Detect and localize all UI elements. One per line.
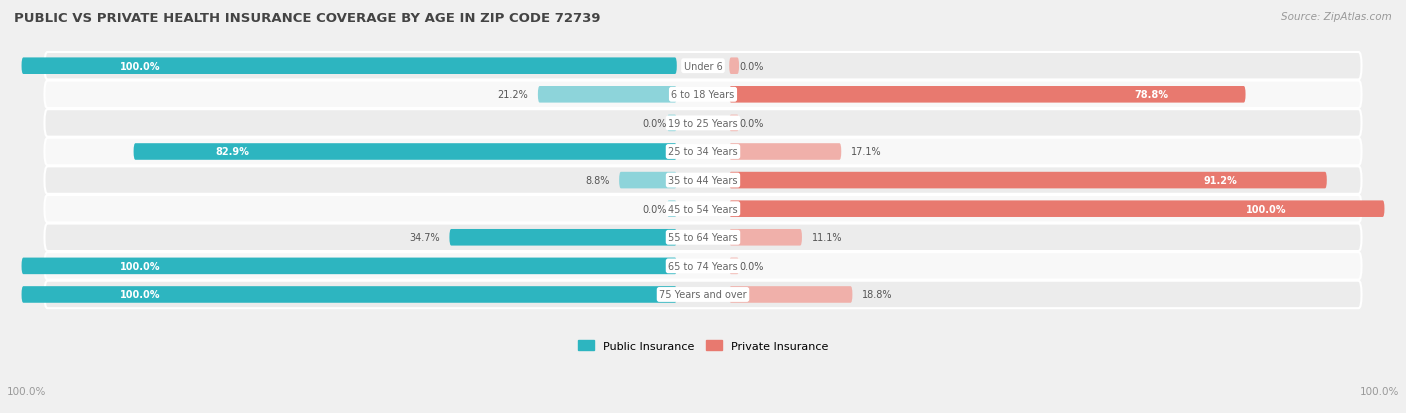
FancyBboxPatch shape (45, 53, 1361, 80)
FancyBboxPatch shape (21, 287, 676, 303)
FancyBboxPatch shape (45, 224, 1361, 252)
Text: 0.0%: 0.0% (643, 119, 666, 128)
Text: 25 to 34 Years: 25 to 34 Years (668, 147, 738, 157)
FancyBboxPatch shape (450, 230, 676, 246)
FancyBboxPatch shape (21, 58, 676, 75)
Text: 18.8%: 18.8% (862, 290, 893, 300)
FancyBboxPatch shape (538, 87, 676, 103)
Text: 75 Years and over: 75 Years and over (659, 290, 747, 300)
FancyBboxPatch shape (666, 201, 676, 218)
FancyBboxPatch shape (21, 258, 676, 275)
Text: 0.0%: 0.0% (740, 119, 763, 128)
FancyBboxPatch shape (730, 144, 841, 160)
Text: 55 to 64 Years: 55 to 64 Years (668, 233, 738, 243)
FancyBboxPatch shape (45, 167, 1361, 195)
FancyBboxPatch shape (45, 281, 1361, 309)
FancyBboxPatch shape (45, 138, 1361, 166)
FancyBboxPatch shape (730, 87, 1246, 103)
Text: 82.9%: 82.9% (215, 147, 249, 157)
Text: 65 to 74 Years: 65 to 74 Years (668, 261, 738, 271)
FancyBboxPatch shape (730, 258, 740, 275)
Text: 8.8%: 8.8% (585, 176, 609, 185)
Text: 0.0%: 0.0% (643, 204, 666, 214)
Legend: Public Insurance, Private Insurance: Public Insurance, Private Insurance (574, 336, 832, 356)
Text: 21.2%: 21.2% (498, 90, 529, 100)
Text: 100.0%: 100.0% (1360, 387, 1399, 396)
FancyBboxPatch shape (730, 201, 1385, 218)
FancyBboxPatch shape (730, 172, 1327, 189)
FancyBboxPatch shape (134, 144, 676, 160)
FancyBboxPatch shape (730, 287, 852, 303)
Text: 91.2%: 91.2% (1204, 176, 1237, 185)
Text: 17.1%: 17.1% (851, 147, 882, 157)
FancyBboxPatch shape (730, 115, 740, 132)
Text: 100.0%: 100.0% (120, 62, 160, 71)
Text: 100.0%: 100.0% (120, 290, 160, 300)
Text: 0.0%: 0.0% (740, 261, 763, 271)
Text: Source: ZipAtlas.com: Source: ZipAtlas.com (1281, 12, 1392, 22)
Text: 19 to 25 Years: 19 to 25 Years (668, 119, 738, 128)
Text: 0.0%: 0.0% (740, 62, 763, 71)
FancyBboxPatch shape (45, 81, 1361, 109)
Text: 100.0%: 100.0% (1246, 204, 1286, 214)
Text: 34.7%: 34.7% (409, 233, 440, 243)
Text: 100.0%: 100.0% (120, 261, 160, 271)
Text: 11.1%: 11.1% (811, 233, 842, 243)
FancyBboxPatch shape (45, 195, 1361, 223)
FancyBboxPatch shape (666, 115, 676, 132)
Text: 35 to 44 Years: 35 to 44 Years (668, 176, 738, 185)
Text: 100.0%: 100.0% (7, 387, 46, 396)
FancyBboxPatch shape (730, 58, 740, 75)
FancyBboxPatch shape (45, 252, 1361, 280)
Text: PUBLIC VS PRIVATE HEALTH INSURANCE COVERAGE BY AGE IN ZIP CODE 72739: PUBLIC VS PRIVATE HEALTH INSURANCE COVER… (14, 12, 600, 25)
FancyBboxPatch shape (730, 230, 801, 246)
Text: 45 to 54 Years: 45 to 54 Years (668, 204, 738, 214)
Text: 6 to 18 Years: 6 to 18 Years (672, 90, 734, 100)
Text: 78.8%: 78.8% (1135, 90, 1168, 100)
FancyBboxPatch shape (45, 110, 1361, 137)
Text: Under 6: Under 6 (683, 62, 723, 71)
FancyBboxPatch shape (619, 172, 676, 189)
